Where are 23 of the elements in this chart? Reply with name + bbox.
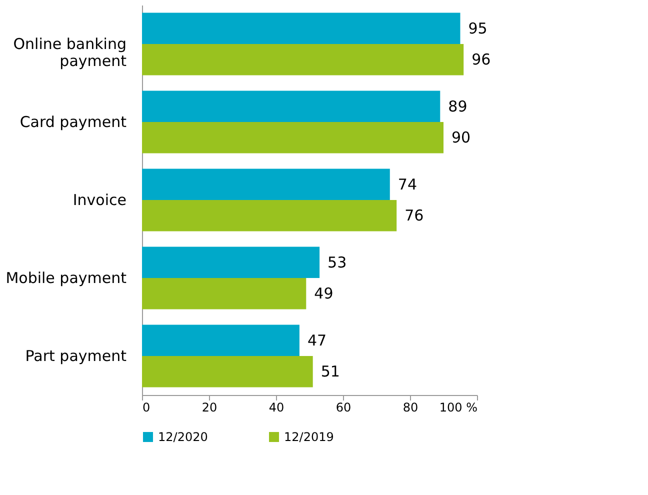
x-tick-label: 20 xyxy=(202,400,218,414)
x-tick-label: 80 xyxy=(402,400,418,414)
y-tick-label: Mobile payment xyxy=(6,269,127,287)
data-label: 89 xyxy=(448,97,468,116)
data-label: 49 xyxy=(314,284,334,303)
data-label: 90 xyxy=(452,128,471,147)
data-label: 76 xyxy=(404,206,424,225)
x-tick-label: 40 xyxy=(268,400,284,414)
data-label: 53 xyxy=(328,253,347,272)
y-tick-label: Part payment xyxy=(25,347,127,365)
legend-label: 12/2019 xyxy=(284,430,334,444)
x-tick-label: 60 xyxy=(336,400,352,414)
data-label: 74 xyxy=(398,175,417,194)
data-label: 95 xyxy=(468,19,488,38)
x-tick-label: 100 % xyxy=(439,400,478,414)
data-label: 51 xyxy=(320,362,340,381)
y-tick-label: Online banking payment xyxy=(13,35,127,70)
data-label: 47 xyxy=(307,331,327,350)
x-tick-label: 0 xyxy=(142,400,150,414)
data-label: 96 xyxy=(472,50,491,69)
y-tick-label: Card payment xyxy=(20,113,127,131)
y-tick-label: Invoice xyxy=(72,191,126,209)
legend-label: 12/2020 xyxy=(158,430,208,444)
